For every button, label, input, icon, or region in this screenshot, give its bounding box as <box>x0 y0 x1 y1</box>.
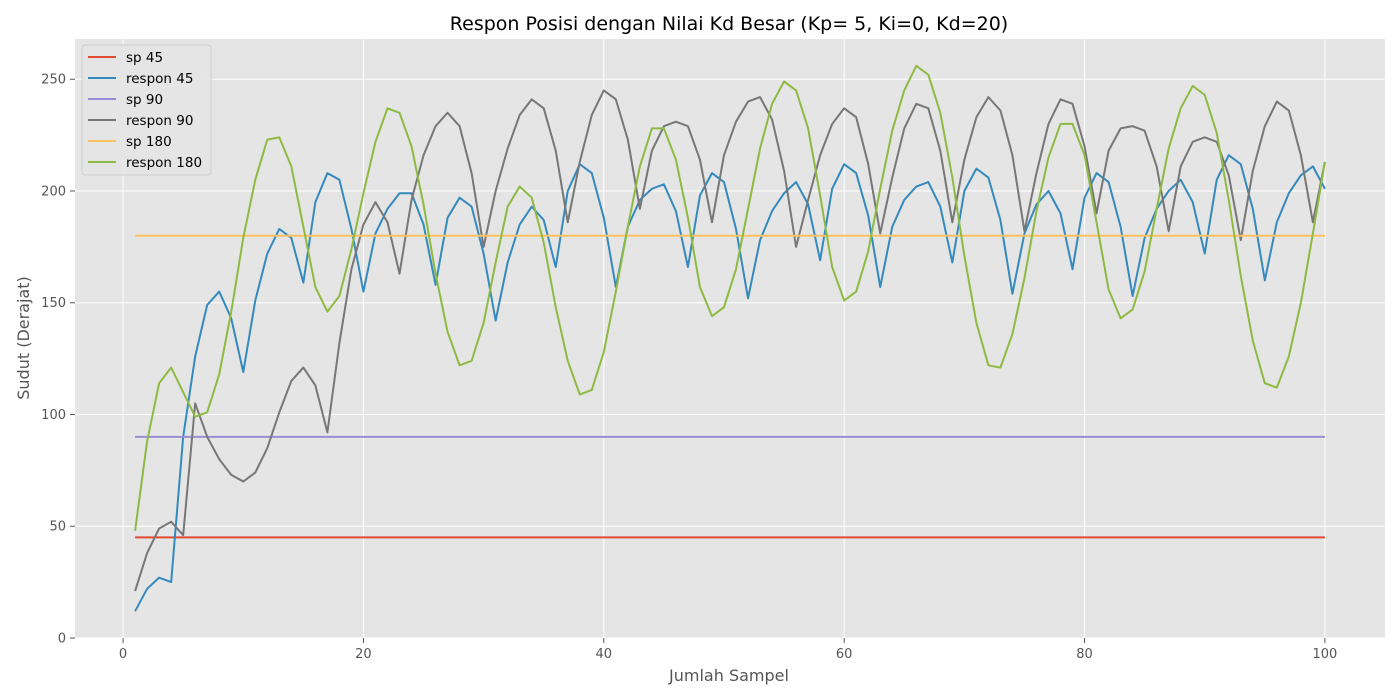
x-tick-label: 0 <box>119 647 127 662</box>
plot-area <box>75 39 1385 638</box>
legend: sp 45 respon 45 sp 90 respon 90 sp 180 respon… <box>82 45 211 175</box>
x-tick-label: 20 <box>355 647 372 662</box>
x-axis-label: Jumlah Sampel <box>668 666 789 685</box>
legend-label-respon-90: respon 90 <box>126 113 193 129</box>
y-tick-label: 150 <box>41 296 66 311</box>
legend-label-respon-45: respon 45 <box>126 71 193 87</box>
y-axis-label: Sudut (Derajat) <box>14 276 33 400</box>
chart-title: Respon Posisi dengan Nilai Kd Besar (Kp=… <box>450 13 1008 35</box>
x-tick-label: 40 <box>596 647 613 662</box>
legend-label-sp-180: sp 180 <box>126 134 172 150</box>
legend-label-sp-45: sp 45 <box>126 50 163 66</box>
y-tick-label: 50 <box>49 520 66 535</box>
y-tick-label: 200 <box>41 184 66 199</box>
y-tick-label: 250 <box>41 73 66 88</box>
legend-label-sp-90: sp 90 <box>126 92 163 108</box>
x-tick-label: 60 <box>836 647 853 662</box>
y-tick-label: 0 <box>58 632 66 647</box>
x-tick-label: 80 <box>1076 647 1093 662</box>
x-tick-label: 100 <box>1312 647 1337 662</box>
y-tick-label: 100 <box>41 408 66 423</box>
legend-label-respon-180: respon 180 <box>126 155 202 171</box>
